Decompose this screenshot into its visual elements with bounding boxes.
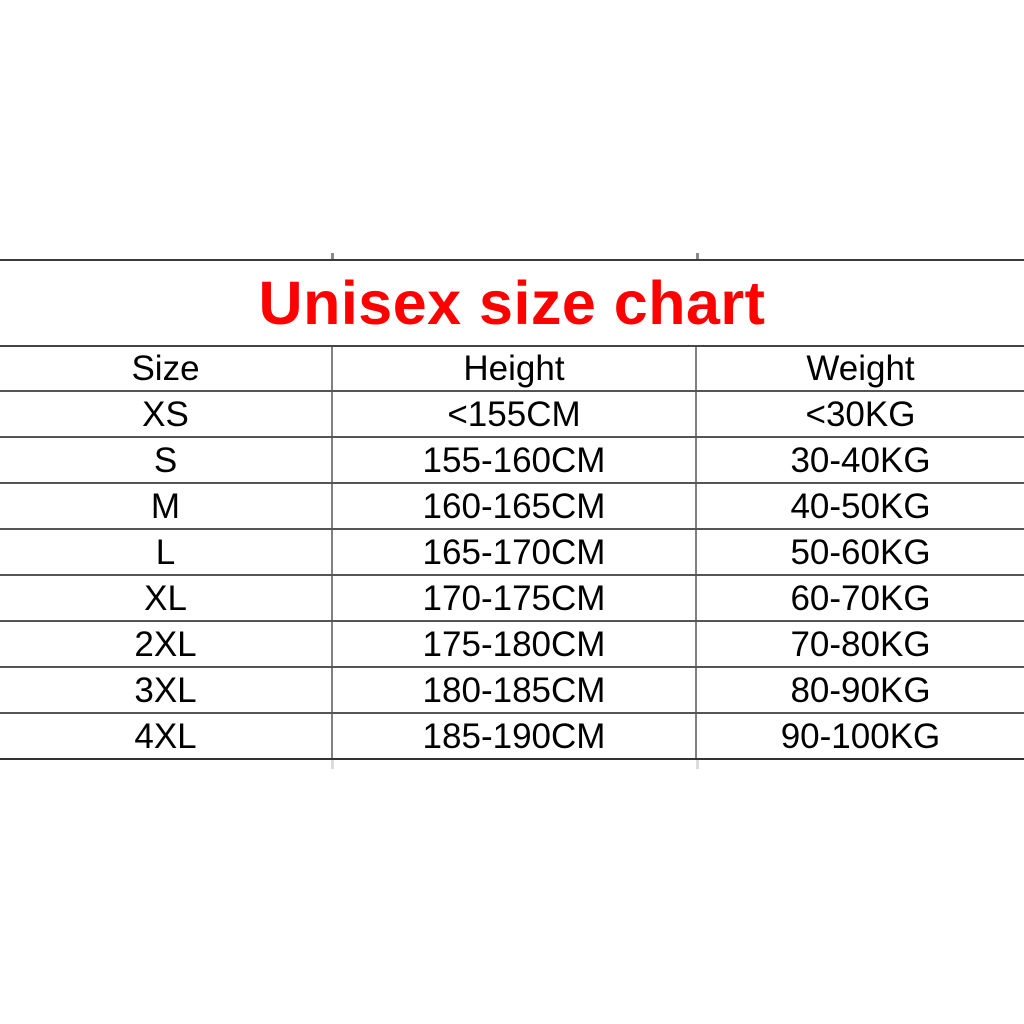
weight-cell: <30KG (805, 394, 916, 434)
weight-cell: 70-80KG (790, 624, 931, 664)
table-row-2xl: 2XL 175-180CM 70-80KG (0, 622, 1024, 668)
height-cell: 170-175CM (333, 576, 697, 620)
weight-cell: 60-70KG (790, 578, 931, 618)
height-cell: <155CM (333, 392, 697, 436)
table-row-xs: XS <155CM <30KG (0, 392, 1024, 438)
table-row-m: M 160-165CM 40-50KG (0, 484, 1024, 530)
column-divider-tick-bottom-left (331, 760, 334, 769)
size-cell: 2XL (0, 622, 333, 666)
table-row-xl: XL 170-175CM 60-70KG (0, 576, 1024, 622)
size-cell: XS (0, 392, 333, 436)
weight-cell: 40-50KG (790, 486, 931, 526)
weight-cell: 30-40KG (790, 440, 931, 480)
height-cell: 155-160CM (333, 438, 697, 482)
table-row-3xl: 3XL 180-185CM 80-90KG (0, 668, 1024, 714)
height-cell: 165-170CM (333, 530, 697, 574)
height-cell: 185-190CM (333, 714, 697, 758)
table-row-l: L 165-170CM 50-60KG (0, 530, 1024, 576)
column-header-weight: Weight (806, 349, 915, 388)
column-divider-tick-top-right (696, 253, 699, 259)
weight-cell: 50-60KG (790, 532, 931, 572)
weight-cell: 80-90KG (790, 670, 931, 710)
column-header-size: Size (0, 347, 333, 390)
chart-title-row: Unisex size chart (0, 261, 1024, 347)
size-chart-table: Unisex size chart Size Height Weight XS … (0, 259, 1024, 760)
size-cell: S (0, 438, 333, 482)
size-cell: 4XL (0, 714, 333, 758)
weight-cell: 90-100KG (780, 716, 941, 756)
size-cell: 3XL (0, 668, 333, 712)
column-divider-tick-top-left (331, 253, 334, 259)
size-cell: M (0, 484, 333, 528)
table-header-row: Size Height Weight (0, 347, 1024, 392)
table-row-4xl: 4XL 185-190CM 90-100KG (0, 714, 1024, 760)
height-cell: 180-185CM (333, 668, 697, 712)
column-divider-tick-bottom-right (696, 760, 699, 769)
size-cell: L (0, 530, 333, 574)
chart-title: Unisex size chart (258, 268, 766, 337)
column-header-height: Height (333, 347, 697, 390)
table-row-s: S 155-160CM 30-40KG (0, 438, 1024, 484)
size-cell: XL (0, 576, 333, 620)
height-cell: 160-165CM (333, 484, 697, 528)
height-cell: 175-180CM (333, 622, 697, 666)
